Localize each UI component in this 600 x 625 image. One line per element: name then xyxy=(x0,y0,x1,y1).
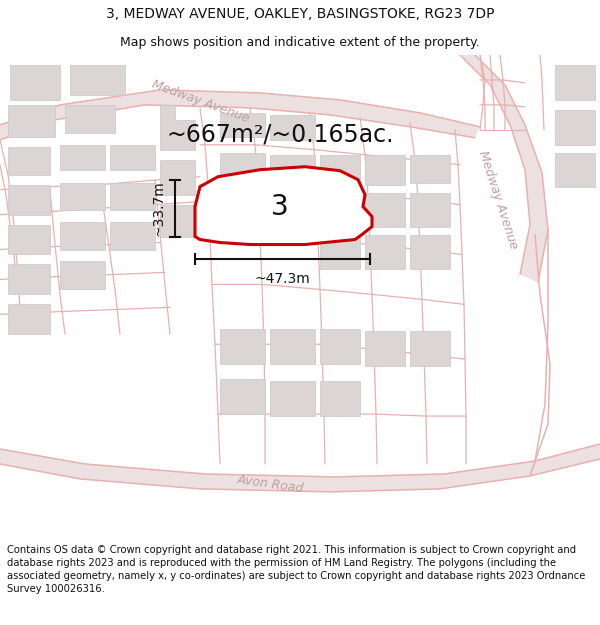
Polygon shape xyxy=(10,65,60,100)
Polygon shape xyxy=(110,145,155,170)
Polygon shape xyxy=(60,182,105,209)
Text: Contains OS data © Crown copyright and database right 2021. This information is : Contains OS data © Crown copyright and d… xyxy=(7,546,586,594)
Polygon shape xyxy=(160,204,195,236)
Text: ~667m²/~0.165ac.: ~667m²/~0.165ac. xyxy=(166,122,394,147)
Text: Medway Avenue: Medway Avenue xyxy=(476,149,520,251)
Polygon shape xyxy=(270,329,315,364)
Polygon shape xyxy=(60,222,105,249)
Polygon shape xyxy=(555,152,595,187)
Polygon shape xyxy=(70,65,125,95)
Polygon shape xyxy=(320,234,360,269)
Polygon shape xyxy=(160,105,195,150)
Polygon shape xyxy=(65,105,115,132)
Text: Avon Road: Avon Road xyxy=(236,472,304,495)
Polygon shape xyxy=(320,192,360,224)
Polygon shape xyxy=(0,90,480,140)
Polygon shape xyxy=(320,155,360,184)
Polygon shape xyxy=(160,160,195,194)
Text: ~33.7m: ~33.7m xyxy=(152,180,166,236)
Polygon shape xyxy=(60,145,105,170)
Polygon shape xyxy=(270,155,315,182)
Polygon shape xyxy=(8,224,50,254)
Polygon shape xyxy=(8,264,50,294)
Polygon shape xyxy=(410,331,450,366)
Polygon shape xyxy=(320,381,360,416)
Polygon shape xyxy=(460,55,548,282)
Polygon shape xyxy=(8,147,50,175)
Polygon shape xyxy=(365,331,405,366)
Polygon shape xyxy=(555,65,595,100)
Polygon shape xyxy=(220,152,265,179)
Polygon shape xyxy=(220,329,265,364)
Polygon shape xyxy=(410,192,450,226)
Polygon shape xyxy=(195,167,372,244)
Text: Map shows position and indicative extent of the property.: Map shows position and indicative extent… xyxy=(120,36,480,49)
Polygon shape xyxy=(365,155,405,184)
Polygon shape xyxy=(0,444,600,492)
Polygon shape xyxy=(320,329,360,364)
Polygon shape xyxy=(8,304,50,334)
Polygon shape xyxy=(60,261,105,289)
Text: ~47.3m: ~47.3m xyxy=(254,272,310,286)
Text: 3: 3 xyxy=(271,192,289,221)
Polygon shape xyxy=(410,155,450,182)
Polygon shape xyxy=(270,381,315,416)
Text: 3, MEDWAY AVENUE, OAKLEY, BASINGSTOKE, RG23 7DP: 3, MEDWAY AVENUE, OAKLEY, BASINGSTOKE, R… xyxy=(106,7,494,21)
Polygon shape xyxy=(555,110,595,145)
Text: Medway Avenue: Medway Avenue xyxy=(149,78,250,126)
Polygon shape xyxy=(8,105,55,137)
Polygon shape xyxy=(410,234,450,269)
Polygon shape xyxy=(220,379,265,414)
Polygon shape xyxy=(365,192,405,226)
Polygon shape xyxy=(365,234,405,269)
Polygon shape xyxy=(270,115,315,140)
Polygon shape xyxy=(110,222,155,249)
Polygon shape xyxy=(220,113,265,137)
Polygon shape xyxy=(8,184,50,214)
Polygon shape xyxy=(110,182,155,209)
